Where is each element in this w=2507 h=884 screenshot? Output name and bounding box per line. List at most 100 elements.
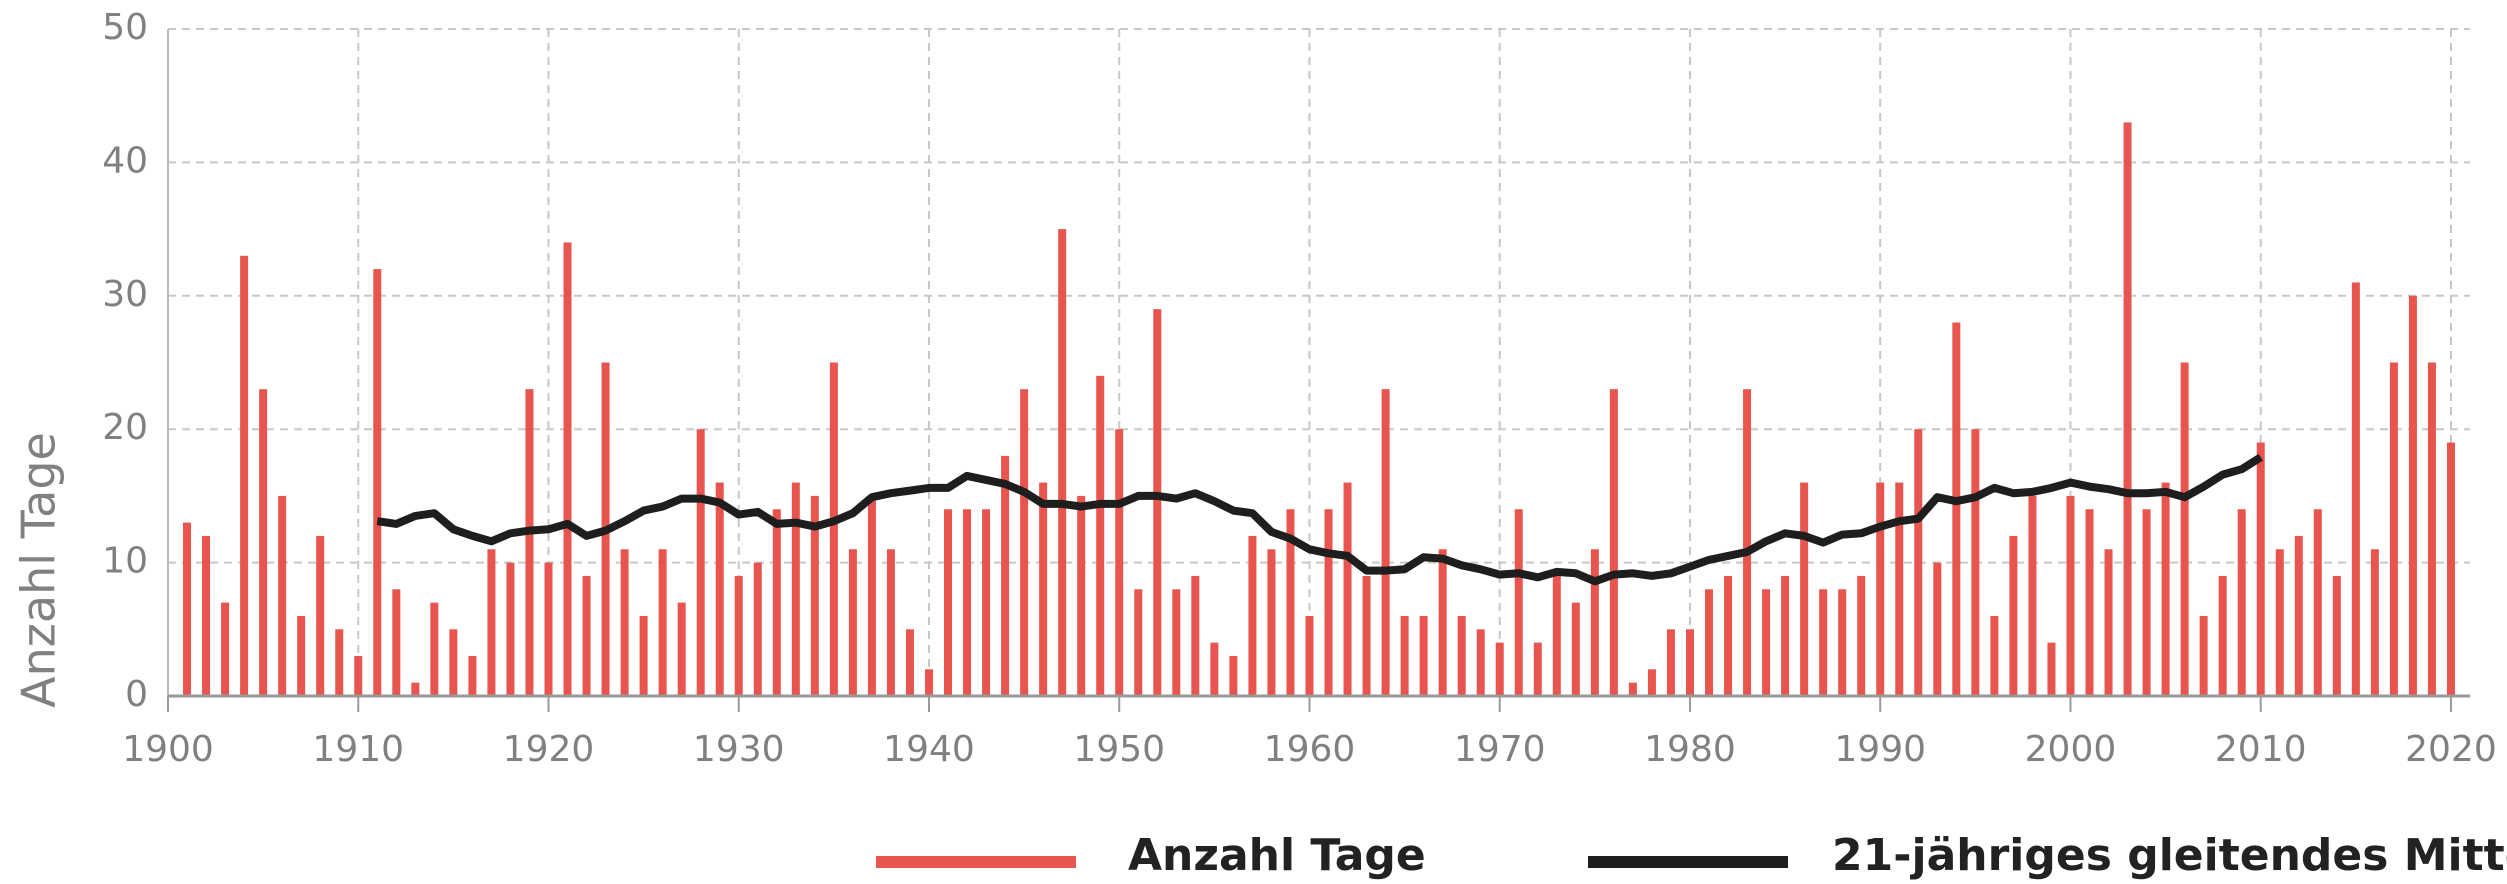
bar xyxy=(1381,389,1390,696)
x-tick-label: 2000 xyxy=(2025,729,2117,770)
bar xyxy=(1324,509,1333,696)
bar xyxy=(468,655,477,696)
bar xyxy=(1800,482,1809,696)
bar xyxy=(2389,362,2398,696)
bar xyxy=(2180,362,2189,696)
bar xyxy=(1609,389,1618,696)
bar xyxy=(1305,615,1314,696)
bar xyxy=(2446,442,2455,696)
bar xyxy=(753,562,762,696)
bar xyxy=(2427,362,2436,696)
bar xyxy=(2009,535,2018,696)
bar xyxy=(297,615,306,696)
bar xyxy=(2199,615,2208,696)
x-tick-label: 2020 xyxy=(2405,729,2497,770)
bar xyxy=(1590,549,1599,696)
bar xyxy=(1876,482,1885,696)
bar xyxy=(696,429,705,696)
bar xyxy=(677,602,686,696)
bar xyxy=(2047,642,2056,696)
bar xyxy=(202,535,211,696)
bar xyxy=(278,495,287,696)
bar xyxy=(2370,549,2379,696)
bar xyxy=(2408,295,2417,696)
bar xyxy=(525,389,534,696)
y-tick-label: 20 xyxy=(102,407,148,448)
bar xyxy=(487,549,496,696)
bar xyxy=(829,362,838,696)
bar xyxy=(1058,229,1067,696)
bar xyxy=(240,255,249,696)
bar xyxy=(430,602,439,696)
bar xyxy=(1666,629,1675,696)
bar xyxy=(791,482,800,696)
bar xyxy=(2218,575,2227,696)
bar xyxy=(2085,509,2094,696)
x-tick-label: 1910 xyxy=(312,729,404,770)
bar xyxy=(1229,655,1238,696)
bar xyxy=(1267,549,1276,696)
bar xyxy=(1819,589,1828,696)
bar xyxy=(1362,575,1371,696)
bar xyxy=(639,615,648,696)
bar xyxy=(2123,122,2132,696)
bar xyxy=(1762,589,1771,696)
bar xyxy=(1153,309,1162,696)
bar xyxy=(563,242,572,696)
bar xyxy=(867,495,876,696)
x-tick-label: 2010 xyxy=(2215,729,2307,770)
bar xyxy=(1685,629,1694,696)
bar xyxy=(1134,589,1143,696)
bar xyxy=(944,509,953,696)
y-tick-label: 30 xyxy=(102,274,148,315)
bar xyxy=(1895,482,1904,696)
bar xyxy=(335,629,344,696)
bar xyxy=(2028,495,2037,696)
bar xyxy=(411,682,420,696)
bar xyxy=(1210,642,1219,696)
bar xyxy=(1476,629,1485,696)
x-tick-label: 1960 xyxy=(1264,729,1356,770)
y-tick-label: 10 xyxy=(102,541,148,582)
bar xyxy=(1781,575,1790,696)
legend-label: 21-jähriges gleitendes Mittel xyxy=(1832,830,2507,881)
bar xyxy=(1552,575,1561,696)
bar xyxy=(1533,642,1542,696)
bar xyxy=(2294,535,2303,696)
bar xyxy=(810,495,819,696)
bar xyxy=(1286,509,1295,696)
y-tick-label: 0 xyxy=(125,674,148,715)
bar xyxy=(1457,615,1466,696)
bar xyxy=(1020,389,1029,696)
bar xyxy=(886,549,895,696)
y-tick-label: 50 xyxy=(102,7,148,48)
bar xyxy=(259,389,268,696)
bar xyxy=(905,629,914,696)
x-tick-label: 1900 xyxy=(122,729,214,770)
bar xyxy=(1419,615,1428,696)
bar xyxy=(620,549,629,696)
bar xyxy=(1191,575,1200,696)
bar xyxy=(2066,495,2075,696)
bar xyxy=(2275,549,2284,696)
x-tick-label: 1930 xyxy=(693,729,785,770)
bar xyxy=(1971,429,1980,696)
moving-average-line xyxy=(376,453,2263,586)
bar xyxy=(1039,482,1048,696)
bar xyxy=(2313,509,2322,696)
bar xyxy=(1077,495,1086,696)
bar xyxy=(982,509,991,696)
x-tick-label: 1950 xyxy=(1073,729,1165,770)
bar xyxy=(1438,549,1447,696)
bar xyxy=(1952,322,1961,696)
bar xyxy=(1096,375,1105,696)
bar xyxy=(963,509,972,696)
bar xyxy=(316,535,325,696)
y-axis-label: Anzahl Tage xyxy=(12,432,66,708)
bar xyxy=(924,669,933,696)
bar xyxy=(1743,389,1752,696)
bar xyxy=(1990,615,1999,696)
bar xyxy=(1914,429,1923,696)
